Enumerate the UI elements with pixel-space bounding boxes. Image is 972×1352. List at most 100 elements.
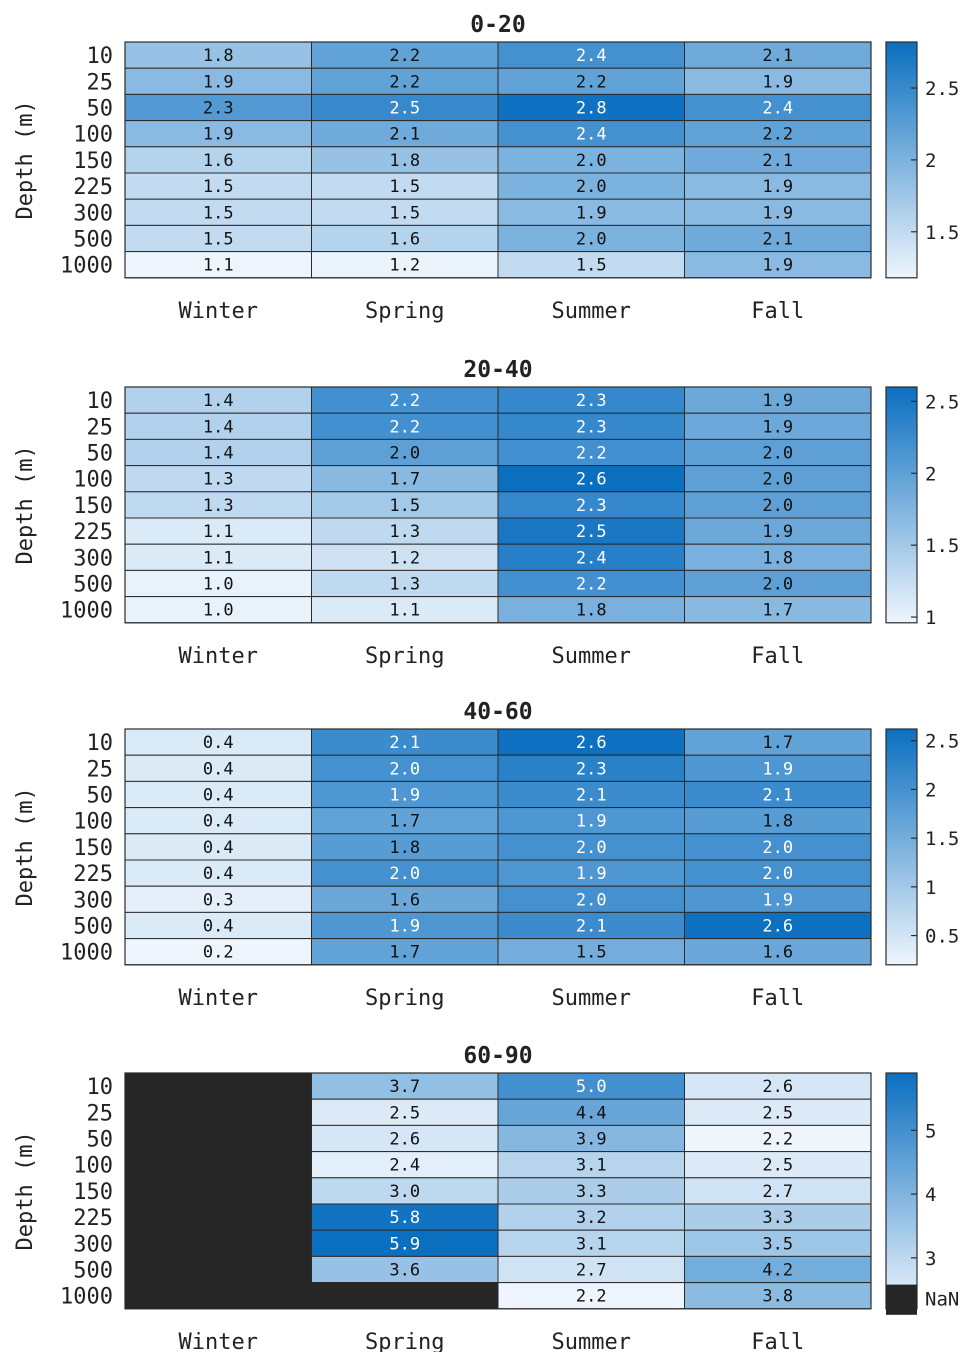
nan-swatch (886, 1284, 917, 1315)
cell-value-label: 1.1 (203, 522, 234, 542)
heatmap-cell (497, 911, 685, 940)
heatmap-cell (124, 1098, 312, 1126)
colorbar-tick-label: 2 (925, 779, 936, 801)
heatmap-cell (124, 754, 312, 782)
heatmap-cell (684, 1229, 872, 1257)
cell-value-label: 2.6 (389, 1130, 420, 1150)
season-tick-label: Spring (365, 1330, 444, 1352)
cell-value-label: 2.5 (389, 1103, 420, 1123)
heatmap-cell (311, 1072, 499, 1100)
heatmap-cell (684, 754, 872, 782)
cell-value-label: 2.7 (576, 1261, 607, 1281)
heatmap-cell (497, 517, 685, 545)
cell-value-label: 1.8 (389, 838, 420, 858)
cell-value-label: 1.9 (762, 417, 793, 437)
grid-border (124, 386, 872, 624)
cell-value-label: 1.6 (389, 230, 420, 250)
cell-value-label: 2.2 (576, 1287, 607, 1307)
heatmap-cell (124, 517, 312, 545)
cell-value-label: 2.0 (762, 838, 793, 858)
depth-tick-label: 50 (87, 1128, 114, 1153)
heatmap-cell (497, 1072, 685, 1100)
heatmap-cell (497, 412, 685, 440)
season-tick-label: Summer (552, 299, 631, 324)
depth-tick-label: 300 (73, 546, 113, 571)
depth-tick-label: 50 (87, 784, 114, 809)
cell-value-label: 1.7 (762, 601, 793, 621)
heatmap-cell (684, 438, 872, 467)
cell-value-label: 3.2 (576, 1208, 607, 1228)
depth-tick-label: 1000 (60, 941, 113, 966)
cell-value-label: 3.3 (576, 1182, 607, 1202)
depth-tick-label: 150 (73, 1180, 113, 1205)
cell-value-label: 2.1 (576, 786, 607, 806)
heatmap-cell (124, 569, 312, 598)
cell-value-label: 1.9 (389, 917, 420, 937)
cell-value-label: 1.5 (389, 203, 420, 223)
heatmap-panel-40-60: 40-60 0.4 2.1 2.6 1.7 0.4 2.0 2.3 1.9 0.4 1.9 2.1 2.… (13, 699, 959, 1011)
cell-value-label: 1.8 (576, 601, 607, 621)
heatmap-cell (684, 911, 872, 940)
heatmap-cell (684, 859, 872, 887)
season-tick-label: Spring (365, 986, 444, 1011)
heatmap-cell (497, 224, 685, 253)
heatmap-cell (124, 1229, 312, 1257)
colorbar (885, 1072, 918, 1310)
colorbar-tick-label: 1.5 (925, 535, 959, 557)
cell-value-label: 1.9 (762, 177, 793, 197)
cell-value-label: 2.2 (389, 391, 420, 411)
heatmap-cell (684, 412, 872, 440)
depth-tick-label: 50 (87, 97, 114, 122)
cell-value-label: 2.1 (389, 125, 420, 145)
cell-value-label: 1.9 (762, 522, 793, 542)
cell-value-label: 1.9 (576, 864, 607, 884)
season-tick-label: Spring (365, 299, 444, 324)
cell-value-label: 2.3 (576, 759, 607, 779)
cell-value-label: 5.9 (389, 1234, 420, 1254)
heatmap-cell (124, 1203, 312, 1231)
cell-value-label: 1.5 (203, 177, 234, 197)
colorbar-tick-label: 2.5 (925, 78, 959, 100)
heatmap-cell (497, 438, 685, 467)
depth-tick-label: 1000 (60, 254, 113, 279)
heatmap-cell (497, 596, 685, 624)
heatmap-cell (311, 120, 499, 148)
colorbar-tick-label: 4 (925, 1184, 936, 1206)
cell-value-label: 1.9 (389, 786, 420, 806)
cell-value-label: 0.3 (203, 890, 234, 910)
depth-tick-label: 100 (73, 123, 113, 148)
colorbar-tick-label: 2.5 (925, 731, 959, 753)
cell-value-label: 3.1 (576, 1156, 607, 1176)
cell-value-label: 3.1 (576, 1234, 607, 1254)
cell-value-label: 2.2 (762, 1130, 793, 1150)
heatmap-cell (497, 198, 685, 226)
cell-value-label: 0.4 (203, 733, 234, 753)
heatmap-cell (684, 465, 872, 493)
heatmap-panel-0-20: 0-20 1.8 2.2 2.4 2.1 1.9 2.2 2.2 1.9 2.3 2.5 2.8 2.4… (13, 12, 959, 324)
season-tick-label: Summer (552, 986, 631, 1011)
cell-value-label: 1.3 (203, 496, 234, 516)
heatmap-cell (311, 41, 499, 69)
cell-value-label: 1.3 (389, 575, 420, 595)
cell-value-label: 0.4 (203, 812, 234, 832)
heatmap-cell (124, 1282, 312, 1310)
cell-value-label: 2.5 (762, 1156, 793, 1176)
cell-value-label: 1.7 (389, 470, 420, 490)
heatmap-cell (124, 491, 312, 519)
colorbar-tick-label: 1 (925, 877, 936, 899)
panel-title: 40-60 (463, 699, 532, 725)
heatmap-cell (311, 1282, 499, 1310)
cell-value-label: 2.3 (203, 99, 234, 119)
cell-value-label: 0.4 (203, 786, 234, 806)
cell-value-label: 2.2 (389, 72, 420, 92)
heatmap-cell (497, 569, 685, 598)
depth-tick-label: 25 (87, 415, 114, 440)
depth-tick-label: 150 (73, 494, 113, 519)
cell-value-label: 1.8 (389, 151, 420, 171)
cell-value-label: 2.1 (762, 46, 793, 66)
colorbar-tick-label: 3 (925, 1248, 936, 1270)
heatmap-cell (684, 198, 872, 226)
heatmap-cell (684, 833, 872, 861)
heatmap-cell (311, 569, 499, 598)
cell-value-label: 1.1 (203, 548, 234, 568)
